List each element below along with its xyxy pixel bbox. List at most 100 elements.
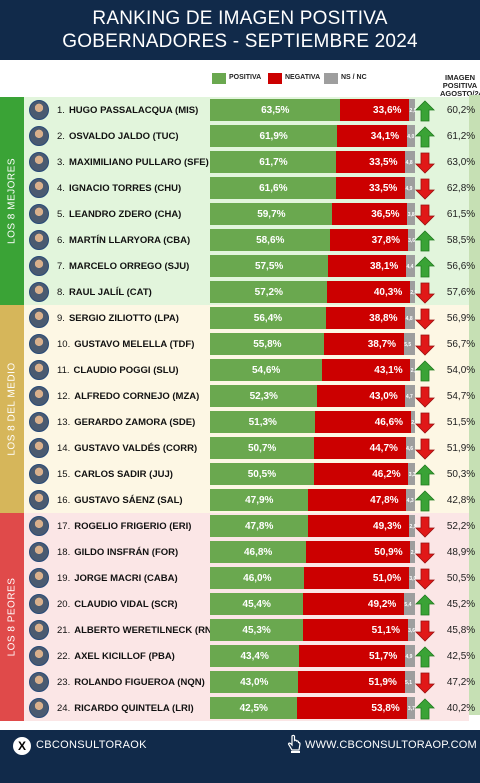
bar-negativa <box>298 645 405 667</box>
x-handle[interactable]: CBCONSULTORAOK <box>36 739 147 751</box>
bar-positiva <box>210 281 328 303</box>
table-row: 7. MARCELO ORREGO (SJU) 57,5% 38,1% 4,4 56,6% <box>24 253 475 279</box>
value-label-positiva: 55,8% <box>253 339 282 350</box>
side-header-line2: POSITIVA <box>442 81 478 90</box>
value-label-positiva: 51,3% <box>248 417 277 428</box>
bar-positiva <box>210 307 326 329</box>
governor-name: GUSTAVO SÁENZ (SAL) <box>74 495 183 506</box>
bar-nsnc <box>403 333 415 355</box>
rank-number: 21. <box>57 625 71 636</box>
bar-negativa <box>336 177 405 199</box>
rank-number: 22. <box>57 651 71 662</box>
table-row: 18. GILDO INSFRÁN (FOR) 46,8% 50,9% 2,3 48,9% <box>24 539 475 565</box>
table-row: 23. ROLANDO FIGUEROA (NQN) 43,0% 51,9% 5,1 47… <box>24 669 475 695</box>
value-label-negativa: 33,5% <box>368 183 398 194</box>
group-stripe-peores: LOS 8 PEORES <box>0 513 24 721</box>
value-label-negativa: 38,7% <box>367 339 397 350</box>
bar-nsnc <box>408 567 415 589</box>
page-title-line2: GOBERNADORES - SEPTIEMBRE 2024 <box>62 31 418 52</box>
value-label-nsnc: 4,0 <box>407 134 415 140</box>
governor-name: RAUL JALÍL (CAT) <box>68 287 152 298</box>
avatar <box>29 516 49 536</box>
value-label-nsnc: 2,5 <box>410 290 418 296</box>
governor-name: GERARDO ZAMORA (SDE) <box>74 417 196 428</box>
value-label-nsnc: 3,7 <box>407 706 415 712</box>
rank-number: 10. <box>57 339 71 350</box>
rank-number: 16. <box>57 495 71 506</box>
previous-image-value: 62,8% <box>446 183 476 194</box>
bar-nsnc <box>407 697 415 719</box>
value-label-nsnc: 4,7 <box>405 394 413 400</box>
value-label-nsnc: 5,1 <box>405 680 412 686</box>
governor-name: CARLOS SADIR (JUJ) <box>74 469 173 480</box>
table-row: 10. GUSTAVO MELELLA (TDF) 55,8% 38,7% 5,5 56,… <box>24 331 475 357</box>
value-label-negativa: 46,6% <box>374 417 404 428</box>
previous-image-value: 56,6% <box>446 261 476 272</box>
rank-number: 15. <box>57 469 71 480</box>
rank-number: 23. <box>57 677 71 688</box>
bar-nsnc <box>405 385 415 407</box>
bar-negativa <box>313 463 409 485</box>
trend-up-arrow-icon <box>415 464 435 486</box>
avatar <box>29 490 49 510</box>
value-label-positiva: 46,8% <box>243 547 273 558</box>
avatar <box>29 594 49 614</box>
governor-label: 4. IGNACIO TORRES (CHU) <box>57 183 181 194</box>
legend-label-positiva: POSITIVA <box>229 74 262 81</box>
avatar <box>29 282 49 302</box>
value-label-positiva: 45,4% <box>242 599 271 610</box>
group-label-medio: LOS 8 DEL MEDIO <box>6 362 18 456</box>
value-label-positiva: 61,9% <box>259 131 288 142</box>
bar-negativa <box>340 99 410 121</box>
bar-negativa <box>330 229 408 251</box>
bar-negativa <box>327 281 410 303</box>
table-row: 3. MAXIMILIANO PULLARO (SFE) 61,7% 33,5% 4,8… <box>24 149 475 175</box>
previous-image-value: 52,2% <box>446 521 476 532</box>
rank-number: 2. <box>57 131 65 142</box>
website-link[interactable]: WWW.CBCONSULTORAOP.COM <box>305 739 477 751</box>
previous-image-value: 40,2% <box>446 703 476 714</box>
group-label-mejores: LOS 8 MEJORES <box>6 158 18 244</box>
governor-label: 6. MARTÍN LLARYORA (CBA) <box>57 235 190 246</box>
bar-positiva <box>210 437 314 459</box>
bar-positiva <box>210 567 305 589</box>
bar-negativa <box>317 385 406 407</box>
bar-negativa <box>325 307 406 329</box>
value-label-positiva: 54,6% <box>251 365 281 376</box>
value-label-negativa: 50,9% <box>374 547 403 558</box>
rank-number: 20. <box>57 599 71 610</box>
governor-label: 19. JORGE MACRI (CABA) <box>57 573 178 584</box>
bar-nsnc <box>405 437 415 459</box>
value-label-negativa: 38,1% <box>369 261 399 272</box>
previous-image-value: 56,9% <box>446 313 476 324</box>
governor-label: 22. AXEL KICILLOF (PBA) <box>57 651 175 662</box>
table-row: 15. CARLOS SADIR (JUJ) 50,5% 46,2% 3,3 50,3% <box>24 461 475 487</box>
bar-positiva <box>210 99 341 121</box>
trend-up-arrow-icon <box>415 646 435 668</box>
value-label-positiva: 61,6% <box>259 183 288 194</box>
table-row: 20. CLAUDIO VIDAL (SCR) 45,4% 49,2% 5,4 45,2% <box>24 591 475 617</box>
rank-number: 9. <box>57 313 65 324</box>
value-label-negativa: 40,3% <box>373 287 403 298</box>
governor-name: RICARDO QUINTELA (LRI) <box>74 703 194 714</box>
governor-label: 24. RICARDO QUINTELA (LRI) <box>57 703 194 714</box>
legend-swatch-negativa <box>268 73 282 84</box>
value-label-negativa: 47,8% <box>370 495 399 506</box>
table-row: 22. AXEL KICILLOF (PBA) 43,4% 51,7% 4,9 42,5% <box>24 643 475 669</box>
value-label-positiva: 56,4% <box>253 313 283 324</box>
table-row: 6. MARTÍN LLARYORA (CBA) 58,6% 37,8% 3,6 58,5… <box>24 227 475 253</box>
bar-positiva <box>210 515 308 537</box>
previous-image-value: 60,2% <box>446 105 476 116</box>
bar-nsnc <box>404 177 415 199</box>
trend-down-arrow-icon <box>415 620 435 642</box>
previous-image-value: 54,7% <box>446 391 476 402</box>
previous-image-value: 61,5% <box>446 209 476 220</box>
previous-image-value: 42,8% <box>446 495 476 506</box>
governor-name: IGNACIO TORRES (CHU) <box>68 183 182 194</box>
avatar <box>29 620 49 640</box>
legend-label-nsnc: NS / NC <box>341 74 367 81</box>
governor-label: 5. LEANDRO ZDERO (CHA) <box>57 209 181 220</box>
previous-image-value: 45,2% <box>446 599 476 610</box>
table-row: 21. ALBERTO WERETILNECK (RNE) 45,3% 51,1% 3,… <box>24 617 475 643</box>
previous-image-value: 57,6% <box>446 287 476 298</box>
